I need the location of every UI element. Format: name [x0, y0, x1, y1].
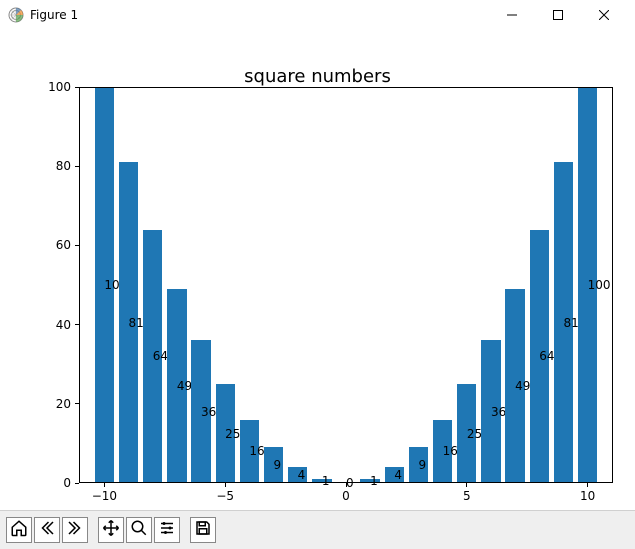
- y-tick-label: 80: [31, 159, 71, 173]
- pan-button[interactable]: [98, 517, 124, 543]
- x-tick: [587, 483, 588, 487]
- x-tick: [466, 483, 467, 487]
- y-tick-label: 20: [31, 397, 71, 411]
- y-tick: [75, 245, 79, 246]
- plot-area[interactable]: 1008164493625169410149162536496481100 −1…: [79, 87, 613, 483]
- home-icon: [10, 519, 28, 541]
- x-tick-label: 5: [442, 489, 492, 503]
- sliders-icon: [158, 519, 176, 541]
- save-button[interactable]: [190, 517, 216, 543]
- right-arrow-icon: [66, 519, 84, 541]
- maximize-button[interactable]: [535, 0, 581, 30]
- minimize-button[interactable]: [489, 0, 535, 30]
- y-tick: [75, 403, 79, 404]
- x-tick-label: −5: [200, 489, 250, 503]
- figure-area: square numbers 1008164493625169410149162…: [0, 30, 635, 510]
- x-tick-label: 10: [563, 489, 613, 503]
- x-tick: [104, 483, 105, 487]
- toolbar: [0, 510, 635, 549]
- forward-button[interactable]: [62, 517, 88, 543]
- y-tick-label: 40: [31, 318, 71, 332]
- titlebar: Figure 1: [0, 0, 635, 30]
- x-tick-label: −10: [79, 489, 129, 503]
- x-tick: [346, 483, 347, 487]
- matplotlib-icon: [8, 7, 24, 23]
- zoom-icon: [130, 519, 148, 541]
- y-tick: [75, 87, 79, 88]
- home-button[interactable]: [6, 517, 32, 543]
- y-tick-label: 60: [31, 238, 71, 252]
- move-icon: [102, 519, 120, 541]
- y-tick: [75, 483, 79, 484]
- x-tick-label: 0: [321, 489, 371, 503]
- left-arrow-icon: [38, 519, 56, 541]
- y-tick-label: 0: [31, 476, 71, 490]
- plot-border: [79, 87, 613, 483]
- y-tick-label: 100: [31, 80, 71, 94]
- figure-window: Figure 1 square numbers 1008164493625169…: [0, 0, 635, 549]
- x-tick: [225, 483, 226, 487]
- zoom-button[interactable]: [126, 517, 152, 543]
- y-tick: [75, 166, 79, 167]
- window-title: Figure 1: [30, 8, 78, 22]
- chart-title: square numbers: [0, 66, 635, 87]
- y-tick: [75, 324, 79, 325]
- close-button[interactable]: [581, 0, 627, 30]
- subplots-button[interactable]: [154, 517, 180, 543]
- back-button[interactable]: [34, 517, 60, 543]
- save-icon: [194, 519, 212, 541]
